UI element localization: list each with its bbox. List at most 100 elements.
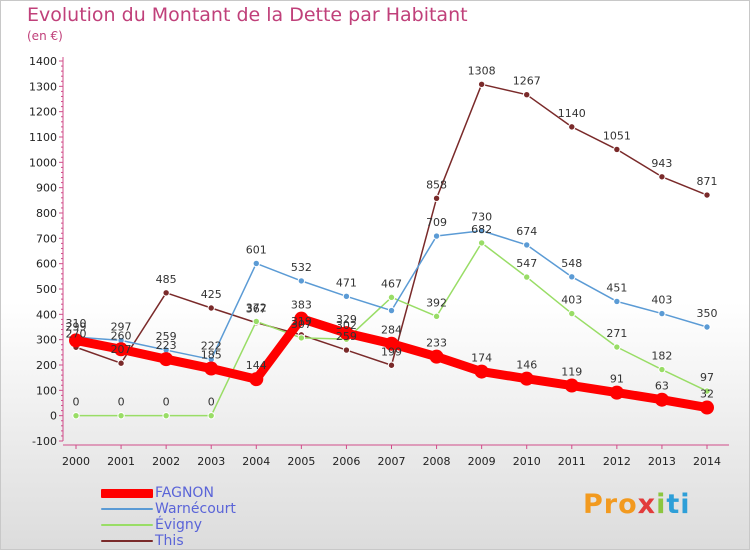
series-point-évigny [117,411,125,420]
x-tick-label: 2007 [378,455,406,468]
chart-series [69,80,714,420]
y-tick-label: 700 [36,232,57,245]
series-point-évigny [658,365,666,374]
x-tick-label: 2008 [423,455,451,468]
y-tick-label: 400 [36,308,57,321]
x-tick-label: 2014 [693,455,721,468]
legend-label-warnecourt: Warnécourt [155,501,236,517]
legend-item-fagnon: FAGNON [101,485,361,501]
data-label-fagnon: 383 [291,299,312,312]
series-point-this [658,173,666,181]
x-tick-label: 2004 [242,455,270,468]
y-tick-label: 100 [36,384,57,397]
series-point-évigny [523,273,531,281]
x-tick-label: 2009 [468,455,496,468]
x-tick-label: 2010 [513,455,541,468]
data-label-fagnon: 299 [66,320,87,333]
series-point-fagnon [564,378,579,393]
y-tick-label: 1400 [29,55,57,68]
data-label-évigny: 302 [336,319,357,332]
series-point-this [387,361,396,369]
data-label-évigny: 372 [246,301,267,314]
legend-item-evigny: Évigny [101,517,361,533]
x-tick-label: 2003 [197,455,225,468]
series-point-this [207,304,215,312]
data-label-warnécourt: 259 [156,330,177,343]
series-point-fagnon [249,372,264,387]
data-label-fagnon: 32 [700,388,714,401]
series-point-this [523,90,531,99]
series-point-évigny [613,343,621,351]
series-point-fagnon [519,371,534,386]
y-tick-label: 1000 [29,156,57,169]
series-point-this [568,123,576,131]
data-label-this: 943 [651,157,672,170]
data-label-évigny: 403 [561,294,582,307]
data-label-fagnon: 329 [336,313,357,326]
data-label-this: 485 [156,273,177,286]
data-label-évigny: 97 [700,371,714,384]
series-point-fagnon [429,349,444,364]
series-point-évigny [297,334,306,342]
data-label-évigny: 0 [208,396,215,409]
x-tick-label: 2006 [332,455,360,468]
y-tick-label: 600 [36,258,57,271]
data-label-this: 1140 [558,107,586,120]
y-tick-label: 1200 [29,106,57,119]
legend-item-warnecourt: Warnécourt [101,501,361,517]
series-point-this [162,289,170,297]
data-label-warnécourt: 674 [516,225,537,238]
x-tick-label: 2000 [62,455,90,468]
series-point-fagnon [114,342,129,357]
data-label-évigny: 392 [426,296,447,309]
series-point-fagnon [384,336,399,351]
series-point-warnécourt [613,297,621,306]
data-label-warnécourt: 548 [561,257,582,270]
data-label-this: 871 [697,175,718,188]
chart-data-labels: 299 260 223 185 144 383 329 284 233 174 146 119 91 63… [66,64,718,408]
series-point-warnécourt [342,292,351,301]
y-tick-label: -100 [32,435,57,448]
series-point-fagnon [69,333,83,348]
series-point-fagnon [159,352,174,367]
data-label-fagnon: 223 [156,339,177,352]
series-point-fagnon [654,392,669,407]
data-label-fagnon: 185 [201,349,222,362]
data-label-warnécourt: 451 [606,281,627,294]
data-label-this: 1051 [603,129,631,142]
data-label-this: 858 [426,178,447,191]
legend-label-evigny: Évigny [155,517,203,533]
legend-label-fagnon: FAGNON [155,485,214,501]
data-label-this: 1308 [468,64,496,77]
series-point-warnécourt [703,323,711,331]
data-label-this: 1267 [513,75,541,88]
data-label-fagnon: 119 [561,366,582,379]
data-label-évigny: 0 [118,396,125,409]
series-point-warnécourt [252,259,260,268]
series-point-évigny [72,411,80,420]
data-label-évigny: 467 [381,277,402,290]
data-label-évigny: 682 [471,223,492,236]
legend-label-this: This [155,533,184,549]
y-tick-label: 1300 [29,80,57,93]
data-label-fagnon: 174 [471,352,492,365]
data-label-this: 367 [246,303,267,316]
chart-unit: (en €) [27,29,63,43]
series-point-fagnon [609,385,624,400]
data-label-fagnon: 63 [655,380,669,393]
data-label-fagnon: 146 [516,359,537,372]
data-label-warnécourt: 532 [291,261,312,274]
data-label-fagnon: 91 [610,373,624,386]
series-point-évigny [207,411,215,420]
data-label-warnécourt: 297 [111,320,132,333]
series-point-évigny [387,293,396,302]
data-label-évigny: 0 [163,396,170,409]
x-tick-label: 2002 [152,455,180,468]
data-label-warnécourt: 222 [201,339,222,352]
legend-swatch-warnecourt [101,508,153,510]
series-point-warnécourt [297,277,306,285]
series-point-évigny [432,312,441,321]
legend-item-this: This [101,533,361,549]
